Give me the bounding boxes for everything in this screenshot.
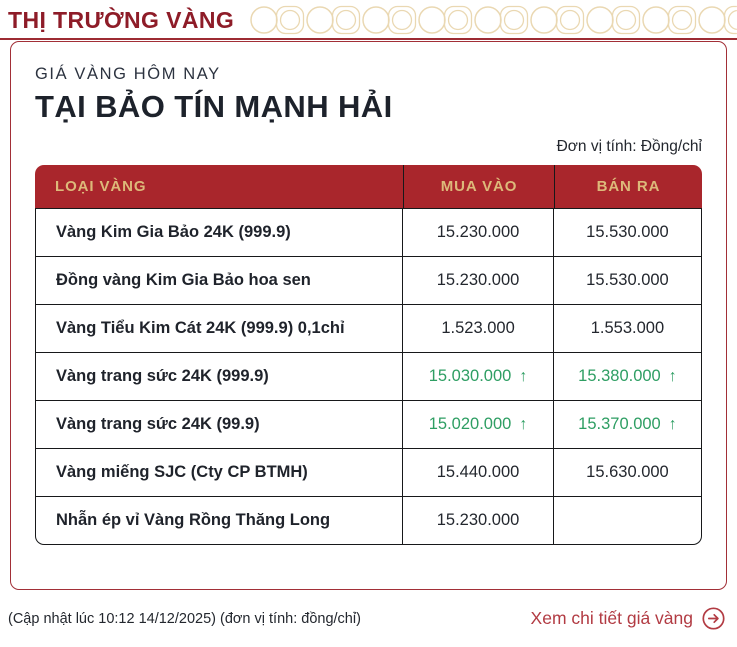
- unit-note: Đơn vị tính: Đồng/chỉ: [556, 138, 702, 155]
- buy-price-cell: 15.020.000 ↑: [403, 401, 554, 449]
- sell-price-cell: 15.380.000 ↑: [553, 353, 702, 401]
- sell-price-cell: 15.530.000: [553, 257, 702, 305]
- site-title: THỊ TRƯỜNG VÀNG: [8, 6, 235, 33]
- footer: (Cập nhật lúc 10:12 14/12/2025) (đơn vị …: [8, 607, 725, 630]
- gold-type-cell: Vàng miếng SJC (Cty CP BTMH): [35, 449, 404, 497]
- header-divider: [0, 38, 737, 40]
- table-row: Vàng Tiểu Kim Cát 24K (999.9) 0,1chỉ 1.52…: [35, 305, 702, 353]
- sell-price-cell: 1.553.000: [553, 305, 702, 353]
- panel-subtitle: GIÁ VÀNG HÔM NAY: [35, 65, 221, 83]
- column-header-buy: MUA VÀO: [403, 165, 554, 209]
- update-note: (Cập nhật lúc 10:12 14/12/2025) (đơn vị …: [8, 610, 361, 627]
- table-row: Vàng trang sức 24K (99.9) 15.020.000 ↑ 15.3…: [35, 401, 702, 449]
- gold-table-body: Vàng Kim Gia Bảo 24K (999.9) 15.230.000 15…: [35, 209, 702, 545]
- detail-link-label: Xem chi tiết giá vàng: [530, 608, 693, 628]
- table-header-row: LOẠI VÀNG MUA VÀO BÁN RA: [35, 165, 702, 209]
- detail-link[interactable]: Xem chi tiết giá vàng: [531, 607, 725, 630]
- gold-type-cell: Vàng Tiểu Kim Cát 24K (999.9) 0,1chỉ: [35, 305, 404, 353]
- up-arrow-icon: ↑: [519, 368, 528, 385]
- site-header: THỊ TRƯỜNG VÀNG: [0, 0, 737, 38]
- table-row: Đồng vàng Kim Gia Bảo hoa sen 15.230.000 1…: [35, 257, 702, 305]
- column-header-sell: BÁN RA: [553, 165, 702, 209]
- buy-price-cell: 15.230.000: [403, 209, 554, 257]
- buy-price-cell: 15.230.000: [403, 257, 554, 305]
- buy-price-cell: 1.523.000: [403, 305, 554, 353]
- sell-price-cell: 15.530.000: [553, 209, 702, 257]
- gold-type-cell: Vàng trang sức 24K (999.9): [35, 353, 404, 401]
- sell-price-cell: 15.370.000 ↑: [553, 401, 702, 449]
- gold-type-cell: Đồng vàng Kim Gia Bảo hoa sen: [35, 257, 404, 305]
- up-arrow-icon: ↑: [519, 416, 528, 433]
- buy-price-cell: 15.440.000: [403, 449, 554, 497]
- gold-price-table: LOẠI VÀNG MUA VÀO BÁN RA Vàng Kim Gia Bả…: [35, 165, 702, 545]
- column-header-type: LOẠI VÀNG: [35, 165, 404, 209]
- table-row: Vàng trang sức 24K (999.9) 15.030.000 ↑ 15.…: [35, 353, 702, 401]
- gold-type-cell: Nhẫn ép vỉ Vàng Rồng Thăng Long: [35, 497, 404, 545]
- table-row: Vàng Kim Gia Bảo 24K (999.9) 15.230.000 15…: [35, 209, 702, 257]
- panel-title: TẠI BẢO TÍN MẠNH HẢI: [35, 89, 393, 124]
- coin-pattern-icon: [250, 4, 737, 36]
- circle-arrow-right-icon: [702, 607, 725, 630]
- coin-pattern-decoration: [250, 4, 737, 36]
- buy-price-cell: 15.230.000: [403, 497, 554, 545]
- up-arrow-icon: ↑: [668, 368, 677, 385]
- gold-type-cell: Vàng Kim Gia Bảo 24K (999.9): [35, 209, 404, 257]
- buy-price-cell: 15.030.000 ↑: [403, 353, 554, 401]
- table-row: Vàng miếng SJC (Cty CP BTMH) 15.440.000 15…: [35, 449, 702, 497]
- table-row: Nhẫn ép vỉ Vàng Rồng Thăng Long 15.230.00…: [35, 497, 702, 545]
- sell-price-cell: 15.630.000: [553, 449, 702, 497]
- gold-type-cell: Vàng trang sức 24K (99.9): [35, 401, 404, 449]
- up-arrow-icon: ↑: [668, 416, 677, 433]
- sell-price-cell: [553, 497, 702, 545]
- gold-price-panel: GIÁ VÀNG HÔM NAY TẠI BẢO TÍN MẠNH HẢI Đơ…: [10, 41, 727, 590]
